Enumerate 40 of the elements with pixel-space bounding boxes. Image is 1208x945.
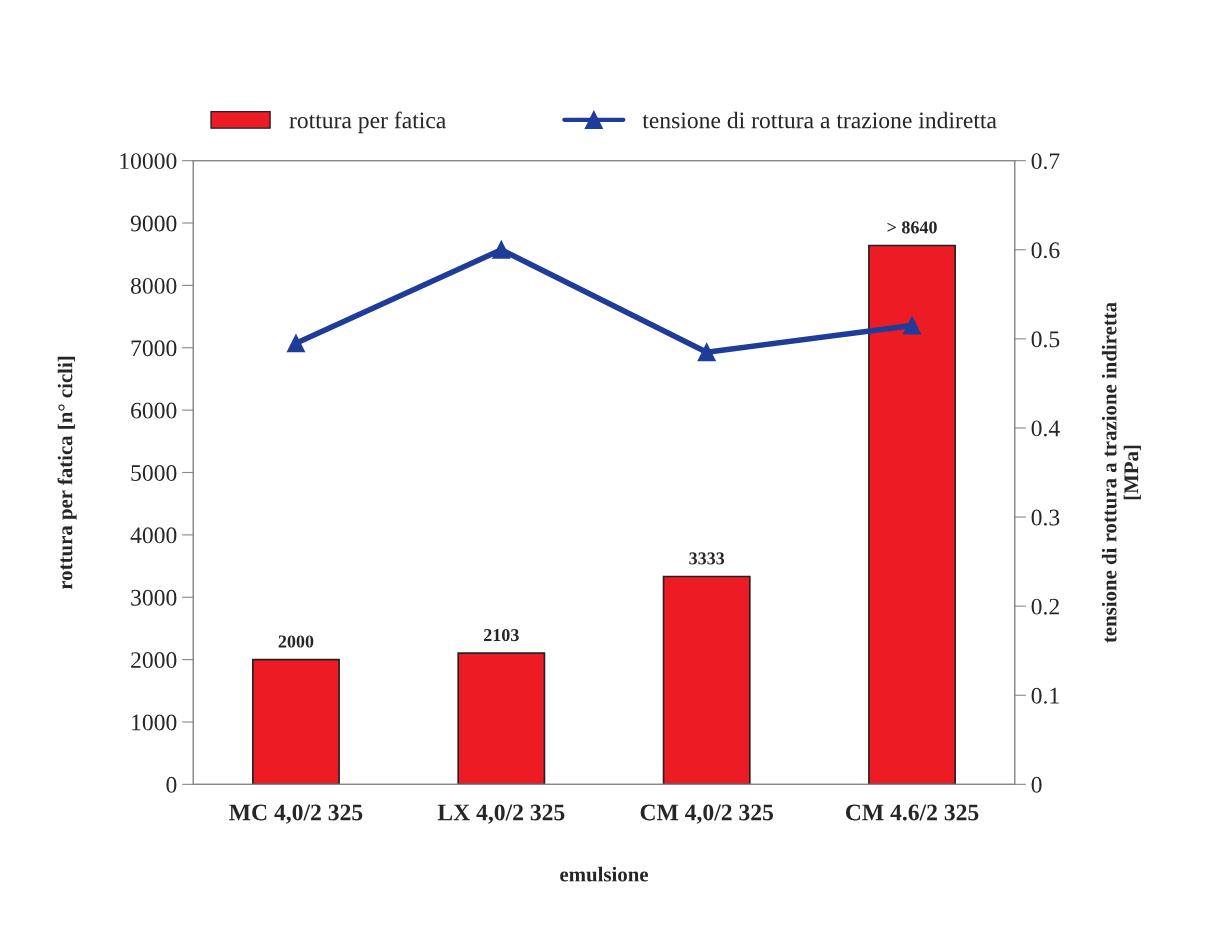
- x-tick-label: LX 4,0/2 325: [437, 804, 565, 824]
- bar: [251, 658, 340, 785]
- data-label: 2000: [278, 635, 314, 648]
- point: [697, 343, 716, 362]
- y-tick-label: 2000: [131, 652, 177, 669]
- bar: [457, 652, 546, 785]
- y2-tick-label: 0.3: [1031, 509, 1060, 526]
- y-tick-label: 9000: [130, 215, 177, 232]
- y2-tick-label: 0.6: [1031, 242, 1060, 259]
- y2-tick-label: 0.4: [1031, 420, 1060, 437]
- x-tick-label: CM 4,0/2 325: [640, 804, 774, 824]
- data-label: 3333: [689, 552, 725, 565]
- data-label: > 8640: [887, 221, 937, 234]
- y-tick-label: 6000: [131, 402, 177, 419]
- y2-tick-label: 0.1: [1031, 687, 1059, 704]
- data-label: 2103: [484, 629, 519, 642]
- x-tick-label: MC 4,0/2 325: [229, 804, 363, 824]
- point: [286, 334, 305, 353]
- y2-axis-title: tensione di rottura a trazione indiretta [MPa]: [1101, 302, 1141, 643]
- y-tick-label: 10000: [120, 153, 177, 170]
- y-tick-label: 4000: [130, 527, 177, 544]
- y-axis-title: rottura per fatica [n° cicli]: [57, 356, 77, 590]
- y-tick-label: 8000: [130, 277, 177, 294]
- y-tick-label: 0: [166, 776, 177, 793]
- y-tick-label: 3000: [131, 589, 177, 606]
- legend-label: tensione di rottura a trazione indiretta: [642, 111, 997, 129]
- legend-label: rottura per fatica: [289, 111, 446, 134]
- y-tick-label: 1000: [132, 714, 177, 731]
- y2-tick-label: 0.7: [1031, 153, 1060, 170]
- point: [903, 316, 922, 335]
- y-tick-label: 5000: [131, 464, 177, 481]
- y2-tick-label: 0.2: [1031, 598, 1059, 615]
- y-tick-label: 7000: [131, 340, 177, 357]
- x-axis-title: emulsione: [560, 866, 649, 882]
- bar: [662, 575, 751, 785]
- y2-tick-label: 0: [1031, 776, 1042, 793]
- x-tick-label: CM 4.6/2 325: [845, 804, 979, 821]
- y2-tick-label: 0.5: [1031, 331, 1060, 348]
- point: [492, 240, 511, 259]
- bar: [868, 244, 957, 785]
